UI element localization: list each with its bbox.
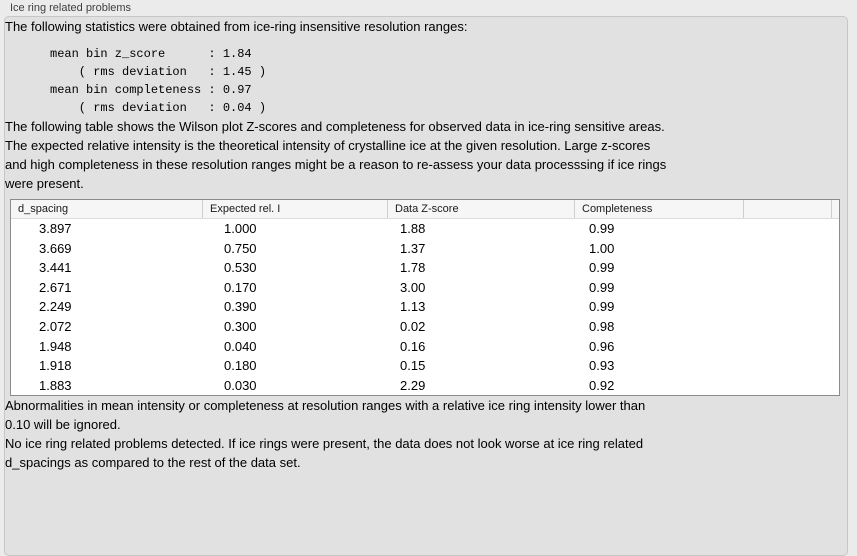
table-cell: 0.96: [589, 338, 615, 354]
table-cell: [744, 376, 832, 395]
table-cell: 2.072: [39, 318, 72, 334]
table-row[interactable]: 2.072 0.300 0.02 0.98: [11, 316, 839, 337]
table-cell: 0.750: [224, 240, 257, 256]
stats-block: mean bin z_score : 1.84 ( rms deviation …: [50, 47, 267, 115]
table-cell: 2.29: [400, 377, 426, 393]
column-header-data-z-score[interactable]: Data Z-score: [388, 200, 575, 218]
table-cell: 1.918: [39, 358, 72, 374]
table-cell: 0.390: [224, 299, 257, 315]
table-cell: 1.00: [589, 240, 615, 256]
table-cell: 0.530: [224, 260, 257, 276]
table-cell: 1.88: [400, 221, 426, 236]
table-body: 3.897 1.000 1.88 0.99 3.669 0.750 1.37 1.00 3.44…: [11, 219, 839, 395]
table-cell: [744, 337, 832, 357]
table-cell: 0.15: [400, 358, 426, 374]
column-header-d-spacing[interactable]: d_spacing: [11, 200, 203, 218]
table-cell: 0.92: [589, 377, 615, 393]
table-row[interactable]: 1.948 0.040 0.16 0.96: [11, 336, 839, 357]
table-cell: 0.300: [224, 318, 257, 334]
table-cell: 0.93: [589, 358, 615, 374]
table-cell: 0.040: [224, 338, 257, 354]
table-row[interactable]: 3.669 0.750 1.37 1.00: [11, 238, 839, 259]
table-row[interactable]: 1.883 0.030 2.29 0.92: [11, 375, 839, 395]
table-cell: [744, 219, 832, 239]
table-cell: 0.030: [224, 377, 257, 393]
table-cell: 0.170: [224, 279, 257, 295]
table-header-row: d_spacing Expected rel. I Data Z-score C…: [11, 200, 839, 219]
ice-ring-table[interactable]: d_spacing Expected rel. I Data Z-score C…: [10, 199, 840, 396]
table-cell: 1.37: [400, 240, 426, 256]
ice-ring-groupbox: The following statistics were obtained f…: [4, 16, 848, 556]
table-cell: 1.13: [400, 299, 426, 315]
table-cell: 1.78: [400, 260, 426, 276]
table-cell: 1.948: [39, 338, 72, 354]
table-cell: [744, 356, 832, 376]
table-row[interactable]: 2.671 0.170 3.00 0.99: [11, 277, 839, 298]
table-row[interactable]: 3.441 0.530 1.78 0.99: [11, 258, 839, 278]
column-header-empty[interactable]: [744, 200, 832, 218]
table-cell: [744, 317, 832, 337]
table-cell: 0.99: [589, 221, 615, 236]
table-cell: [744, 278, 832, 298]
table-cell: 2.671: [39, 279, 72, 295]
table-cell: 0.98: [589, 318, 615, 334]
note-threshold: Abnormalities in mean intensity or compl…: [5, 398, 646, 432]
table-cell: 3.00: [400, 279, 426, 295]
table-cell: 0.99: [589, 299, 615, 315]
table-cell: 2.249: [39, 299, 72, 315]
table-row[interactable]: 1.918 0.180 0.15 0.93: [11, 356, 839, 376]
column-header-filler: [832, 200, 839, 218]
table-cell: [744, 258, 832, 278]
intro-text: The following statistics were obtained f…: [5, 19, 468, 34]
table-cell: 1.883: [39, 377, 72, 393]
table-cell: 3.441: [39, 260, 72, 276]
table-cell: 0.180: [224, 358, 257, 374]
table-row[interactable]: 2.249 0.390 1.13 0.99: [11, 297, 839, 317]
table-cell: 0.99: [589, 279, 615, 295]
column-header-completeness[interactable]: Completeness: [575, 200, 744, 218]
table-cell: 0.02: [400, 318, 426, 334]
table-row[interactable]: 3.897 1.000 1.88 0.99: [11, 219, 839, 239]
note-conclusion: No ice ring related problems detected. I…: [5, 436, 644, 470]
groupbox-title: Ice ring related problems: [10, 2, 132, 14]
table-cell: 0.16: [400, 338, 426, 354]
table-cell: 3.897: [39, 221, 72, 236]
table-cell: 1.000: [224, 221, 257, 236]
column-header-expected-rel-i[interactable]: Expected rel. I: [203, 200, 388, 218]
table-cell: [744, 239, 832, 259]
table-cell: 0.99: [589, 260, 615, 276]
table-description: The following table shows the Wilson plo…: [5, 119, 667, 191]
table-cell: [744, 297, 832, 317]
table-cell: 3.669: [39, 240, 72, 256]
